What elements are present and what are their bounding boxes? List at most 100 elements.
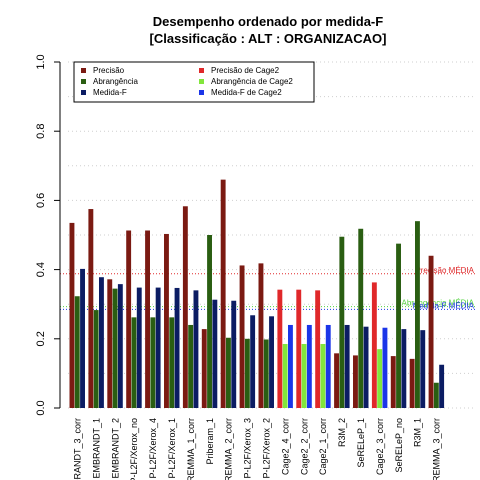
legend-swatch	[81, 90, 86, 95]
bar	[231, 300, 237, 408]
bar	[117, 284, 123, 408]
legend-swatch	[199, 90, 204, 95]
category-label: P-L2F/Xerox_1	[167, 418, 177, 479]
bar	[325, 324, 331, 408]
y-tick-label: 0.8	[35, 124, 47, 139]
bar	[306, 324, 312, 408]
bar	[433, 382, 439, 408]
reference-line-label: Abrangência MÉDIA	[402, 299, 475, 308]
y-tick-label: 0.4	[35, 262, 47, 277]
bar	[182, 206, 188, 408]
bar	[136, 287, 142, 408]
legend-swatch	[199, 68, 204, 73]
category-label: REMMA_3_corr	[432, 418, 442, 480]
legend-entry: Abrangência	[93, 77, 138, 86]
bar	[358, 228, 364, 408]
bar	[244, 338, 250, 408]
bar	[344, 324, 350, 408]
legend-entry: Medida-F de Cage2	[211, 88, 282, 97]
bar	[371, 282, 377, 408]
category-label: Cage2_1_corr	[318, 418, 328, 475]
category-label: Priberam_1	[205, 418, 215, 465]
category-label: EMBRANDT_2	[110, 418, 120, 479]
category-label: Cage2_4_corr	[280, 418, 290, 475]
bar	[282, 343, 288, 408]
legend-entry: Abrangência de Cage2	[211, 77, 293, 86]
bar	[320, 343, 326, 408]
bar	[80, 268, 85, 408]
category-labels: ANDRANDT_3_corr EMBRANDT_1 EMBRANDT_2 P-L2F…	[72, 418, 441, 480]
category-label: REMMA_1_corr	[186, 418, 196, 480]
bar	[193, 290, 199, 408]
bar	[301, 343, 307, 408]
bar	[353, 355, 358, 408]
bar	[126, 230, 132, 408]
bar	[107, 279, 113, 408]
category-label: EMBRANDT_1	[91, 418, 101, 479]
y-axis: 0.0 0.2 0.4 0.6 0.8 1.0	[35, 54, 61, 416]
bar	[296, 289, 302, 408]
category-label: ANDRANDT_3_corr	[72, 418, 82, 480]
bar	[145, 230, 150, 408]
bar	[188, 324, 194, 408]
category-label: Cage2_3_corr	[375, 418, 385, 475]
reference-line-label: Medida-F MÉDIA	[413, 301, 475, 310]
bar	[212, 299, 218, 408]
bar	[396, 243, 401, 408]
chart-title: Desempenho ordenado por medida-F	[153, 14, 383, 29]
reference-line-label: Precisão MÉDIA	[415, 266, 474, 275]
legend-entry: Medida-F	[93, 88, 127, 97]
bar	[164, 233, 169, 408]
bar	[93, 310, 99, 408]
bar	[226, 337, 231, 408]
legend-box	[73, 61, 315, 103]
category-label: P-L2F/Xerox_3	[243, 418, 253, 479]
bar	[74, 296, 80, 408]
y-tick-label: 0.2	[35, 331, 47, 346]
bars	[69, 179, 445, 408]
bar	[131, 317, 137, 408]
category-label: R3M_1	[413, 418, 423, 447]
bar	[339, 236, 345, 408]
y-tick-label: 1.0	[35, 54, 47, 69]
bar	[69, 222, 75, 408]
bar	[112, 288, 118, 408]
legend-swatch	[81, 79, 86, 84]
bar	[258, 263, 264, 408]
bar	[315, 290, 321, 408]
bar	[439, 364, 445, 408]
bar	[207, 235, 212, 408]
bar	[409, 358, 415, 408]
category-label: P-L2F/Xerox_2	[261, 418, 271, 479]
category-label: SeRELeP_1	[356, 418, 366, 468]
bar	[401, 329, 407, 408]
bar	[277, 289, 283, 408]
bar	[415, 221, 420, 408]
y-tick-label: 0.6	[35, 193, 47, 208]
bar	[377, 349, 383, 408]
bar	[288, 324, 293, 408]
bar	[220, 179, 226, 408]
bar	[263, 339, 269, 408]
bar	[334, 353, 339, 408]
category-label: P-L2F/Xerox_4	[148, 418, 158, 479]
bar	[174, 287, 180, 408]
legend-entry: Precisão	[93, 66, 125, 75]
bar	[239, 265, 245, 408]
category-label: SeRELeP_no	[394, 418, 404, 473]
bar	[169, 317, 175, 408]
bar	[201, 329, 207, 408]
bar	[269, 316, 274, 408]
bar	[250, 315, 256, 408]
category-label: P-L2F/Xerox_no	[129, 418, 139, 480]
bar	[155, 287, 161, 408]
bar	[99, 277, 104, 408]
legend: Precisão Abrangência Medida-F Precisão de C…	[73, 61, 315, 103]
category-label: Cage2_2_corr	[299, 418, 309, 475]
bar	[150, 317, 156, 408]
category-label: REMMA_2_corr	[224, 418, 234, 480]
bar	[382, 327, 388, 408]
bar	[390, 356, 396, 408]
legend-swatch	[199, 79, 204, 84]
